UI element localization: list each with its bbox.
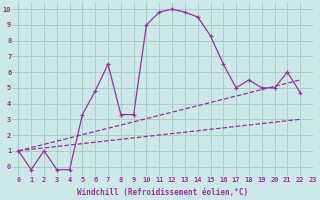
X-axis label: Windchill (Refroidissement éolien,°C): Windchill (Refroidissement éolien,°C) bbox=[77, 188, 248, 197]
